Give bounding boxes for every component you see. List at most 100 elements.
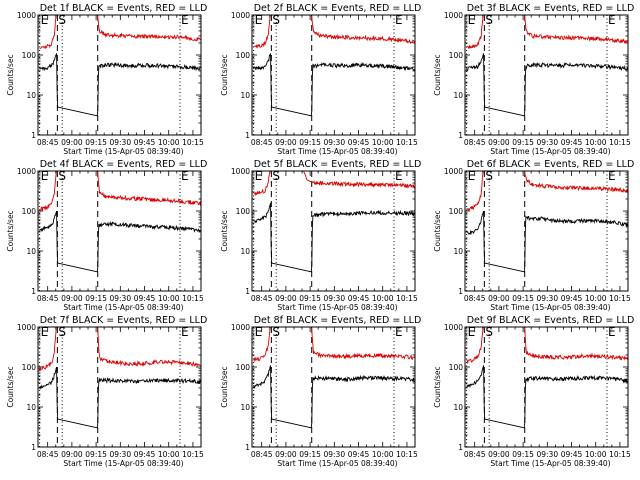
y-tick-label: 1000 [444, 167, 463, 176]
x-tick-label: 09:45 [134, 138, 156, 147]
x-tick-label: 09:45 [561, 450, 583, 459]
x-axis-label: Start Time (15-Apr-05 08:39:40) [277, 147, 397, 156]
x-axis-label: Start Time (15-Apr-05 08:39:40) [490, 459, 610, 468]
series-line-lld [39, 15, 201, 50]
chart-title: Det 1f BLACK = Events, RED = LLD [40, 3, 208, 14]
series-line-events [253, 202, 415, 273]
x-tick-label: 09:15 [512, 294, 534, 303]
series-line-events [253, 365, 415, 429]
chart-title: Det 6f BLACK = Events, RED = LLD [467, 159, 635, 170]
marker-label: S [58, 169, 66, 183]
x-tick-label: 09:15 [85, 138, 107, 147]
x-axis-label: Start Time (15-Apr-05 08:39:40) [63, 459, 183, 468]
y-tick-label: 1 [31, 131, 36, 140]
plot-frame [37, 14, 202, 136]
marker-label: E [395, 325, 403, 339]
marker-label: S [485, 13, 493, 27]
plot-frame [37, 326, 202, 448]
y-tick-label: 100 [236, 207, 251, 216]
marker-label: E [181, 325, 189, 339]
x-axis-label: Start Time (15-Apr-05 08:39:40) [63, 303, 183, 312]
x-tick-label: 08:45 [464, 450, 486, 459]
y-tick-label: 1 [458, 443, 463, 452]
marker-label: E [608, 169, 616, 183]
x-tick-label: 08:45 [37, 138, 59, 147]
y-tick-label: 10 [453, 403, 463, 412]
x-tick-label: 10:15 [396, 294, 418, 303]
x-tick-label: 10:15 [396, 138, 418, 147]
marker-label: S [485, 325, 493, 339]
chart-panel-det-9f: Det 9f BLACK = Events, RED = LLD Counts/s… [433, 315, 634, 468]
x-tick-label: 10:00 [158, 294, 180, 303]
series-line-lld [39, 171, 201, 212]
x-tick-label: 09:30 [536, 450, 558, 459]
x-tick-label: 09:15 [85, 450, 107, 459]
marker-label: E [181, 169, 189, 183]
chart-title: Det 7f BLACK = Events, RED = LLD [40, 315, 208, 326]
y-tick-label: 1000 [444, 323, 463, 332]
y-tick-label: 1000 [231, 167, 250, 176]
chart-panel-det-4f: Det 4f BLACK = Events, RED = LLD Counts/s… [6, 159, 207, 312]
x-tick-label: 10:15 [609, 450, 631, 459]
y-tick-label: 1 [245, 443, 250, 452]
series-line-events [466, 365, 628, 429]
y-tick-label: 10 [26, 247, 36, 256]
marker-label: E [395, 169, 403, 183]
plot-frame [464, 14, 629, 136]
y-tick-label: 100 [449, 207, 464, 216]
x-tick-label: 09:45 [348, 138, 370, 147]
x-tick-label: 09:00 [488, 138, 510, 147]
x-tick-label: 09:00 [61, 450, 83, 459]
y-tick-label: 100 [22, 51, 37, 60]
marker-label: S [485, 169, 493, 183]
series-line-lld [253, 327, 415, 363]
marker-label: E [41, 325, 49, 339]
y-tick-label: 10 [26, 403, 36, 412]
y-tick-label: 1000 [444, 11, 463, 20]
x-tick-label: 09:15 [512, 450, 534, 459]
x-tick-label: 10:00 [585, 294, 607, 303]
y-axis-label: Counts/sec [6, 210, 15, 251]
x-tick-label: 10:15 [182, 450, 204, 459]
y-tick-label: 10 [453, 247, 463, 256]
plot-frame [251, 14, 416, 136]
chart-title: Det 2f BLACK = Events, RED = LLD [254, 3, 422, 14]
chart-title: Det 8f BLACK = Events, RED = LLD [254, 315, 422, 326]
x-axis-label: Start Time (15-Apr-05 08:39:40) [490, 147, 610, 156]
x-tick-label: 10:00 [372, 138, 394, 147]
y-axis-label: Counts/sec [433, 54, 442, 95]
y-axis-label: Counts/sec [6, 366, 15, 407]
chart-title: Det 4f BLACK = Events, RED = LLD [40, 159, 208, 170]
y-tick-label: 1000 [231, 323, 250, 332]
x-tick-label: 10:15 [609, 138, 631, 147]
x-tick-label: 09:00 [61, 138, 83, 147]
series-line-lld [253, 171, 415, 196]
x-axis-label: Start Time (15-Apr-05 08:39:40) [490, 303, 610, 312]
y-tick-label: 10 [240, 91, 250, 100]
y-tick-label: 10 [453, 91, 463, 100]
x-tick-label: 08:45 [37, 294, 59, 303]
y-axis-label: Counts/sec [220, 54, 229, 95]
y-tick-label: 10 [26, 91, 36, 100]
y-tick-label: 100 [449, 363, 464, 372]
x-tick-label: 08:45 [464, 138, 486, 147]
y-tick-label: 1000 [231, 11, 250, 20]
marker-label: E [608, 325, 616, 339]
chart-title: Det 9f BLACK = Events, RED = LLD [467, 315, 635, 326]
x-tick-label: 09:00 [488, 450, 510, 459]
marker-label: S [58, 13, 66, 27]
x-tick-label: 09:30 [109, 294, 131, 303]
x-tick-label: 09:30 [536, 294, 558, 303]
series-line-events [253, 53, 415, 117]
x-tick-label: 10:00 [158, 138, 180, 147]
marker-label: S [58, 325, 66, 339]
x-tick-label: 09:30 [109, 138, 131, 147]
y-tick-label: 10 [240, 247, 250, 256]
chart-title: Det 5f BLACK = Events, RED = LLD [254, 159, 422, 170]
marker-label: E [255, 13, 263, 27]
series-line-lld [466, 327, 628, 365]
x-axis-label: Start Time (15-Apr-05 08:39:40) [63, 147, 183, 156]
x-tick-label: 10:15 [609, 294, 631, 303]
x-tick-label: 08:45 [37, 450, 59, 459]
